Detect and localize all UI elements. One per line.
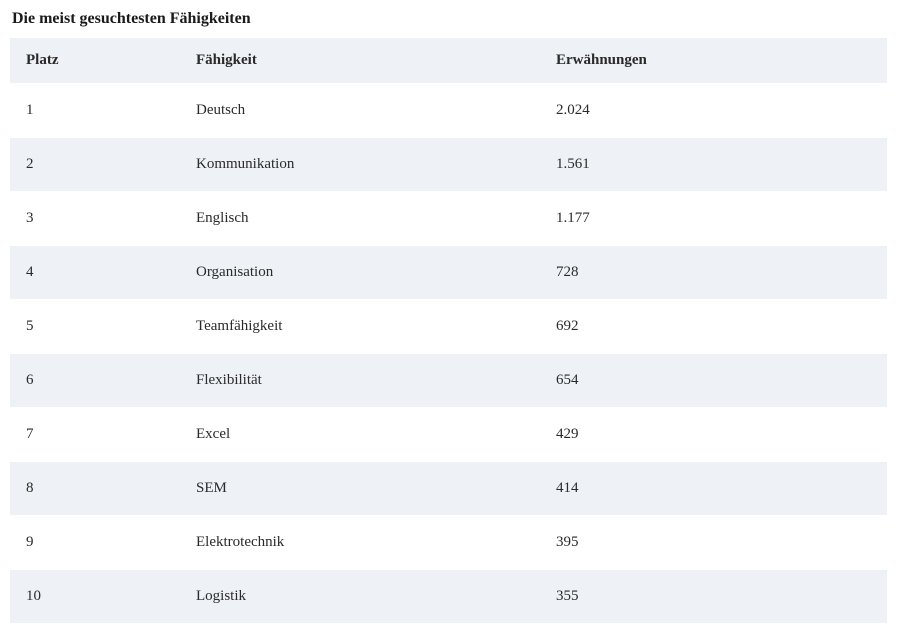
cell-skill: Logistik bbox=[180, 570, 540, 624]
column-header-mentions: Erwähnungen bbox=[540, 38, 887, 84]
table-row: 1 Deutsch 2.024 bbox=[10, 84, 887, 138]
table-title: Die meist gesuchtesten Fähigkeiten bbox=[10, 10, 887, 28]
cell-rank: 9 bbox=[10, 516, 180, 570]
table-row: 4 Organisation 728 bbox=[10, 246, 887, 300]
cell-mentions: 429 bbox=[540, 408, 887, 462]
cell-rank: 3 bbox=[10, 192, 180, 246]
table-row: 10 Logistik 355 bbox=[10, 570, 887, 624]
cell-mentions: 395 bbox=[540, 516, 887, 570]
cell-mentions: 728 bbox=[540, 246, 887, 300]
cell-mentions: 692 bbox=[540, 300, 887, 354]
cell-mentions: 414 bbox=[540, 462, 887, 516]
cell-skill: Flexibilität bbox=[180, 354, 540, 408]
cell-mentions: 2.024 bbox=[540, 84, 887, 138]
skills-table: Platz Fähigkeit Erwähnungen 1 Deutsch 2.… bbox=[10, 38, 887, 624]
cell-rank: 8 bbox=[10, 462, 180, 516]
cell-skill: Deutsch bbox=[180, 84, 540, 138]
cell-rank: 7 bbox=[10, 408, 180, 462]
table-row: 5 Teamfähigkeit 692 bbox=[10, 300, 887, 354]
table-row: 8 SEM 414 bbox=[10, 462, 887, 516]
table-row: 9 Elektrotechnik 395 bbox=[10, 516, 887, 570]
cell-skill: Excel bbox=[180, 408, 540, 462]
cell-rank: 10 bbox=[10, 570, 180, 624]
table-row: 7 Excel 429 bbox=[10, 408, 887, 462]
table-row: 2 Kommunikation 1.561 bbox=[10, 138, 887, 192]
cell-mentions: 355 bbox=[540, 570, 887, 624]
cell-rank: 4 bbox=[10, 246, 180, 300]
cell-rank: 1 bbox=[10, 84, 180, 138]
cell-mentions: 1.177 bbox=[540, 192, 887, 246]
cell-rank: 6 bbox=[10, 354, 180, 408]
cell-mentions: 654 bbox=[540, 354, 887, 408]
table-row: 3 Englisch 1.177 bbox=[10, 192, 887, 246]
cell-skill: Elektrotechnik bbox=[180, 516, 540, 570]
cell-skill: Organisation bbox=[180, 246, 540, 300]
column-header-rank: Platz bbox=[10, 38, 180, 84]
table-row: 6 Flexibilität 654 bbox=[10, 354, 887, 408]
cell-skill: Englisch bbox=[180, 192, 540, 246]
cell-rank: 5 bbox=[10, 300, 180, 354]
cell-skill: Teamfähigkeit bbox=[180, 300, 540, 354]
cell-skill: Kommunikation bbox=[180, 138, 540, 192]
column-header-skill: Fähigkeit bbox=[180, 38, 540, 84]
cell-rank: 2 bbox=[10, 138, 180, 192]
cell-mentions: 1.561 bbox=[540, 138, 887, 192]
table-header-row: Platz Fähigkeit Erwähnungen bbox=[10, 38, 887, 84]
cell-skill: SEM bbox=[180, 462, 540, 516]
